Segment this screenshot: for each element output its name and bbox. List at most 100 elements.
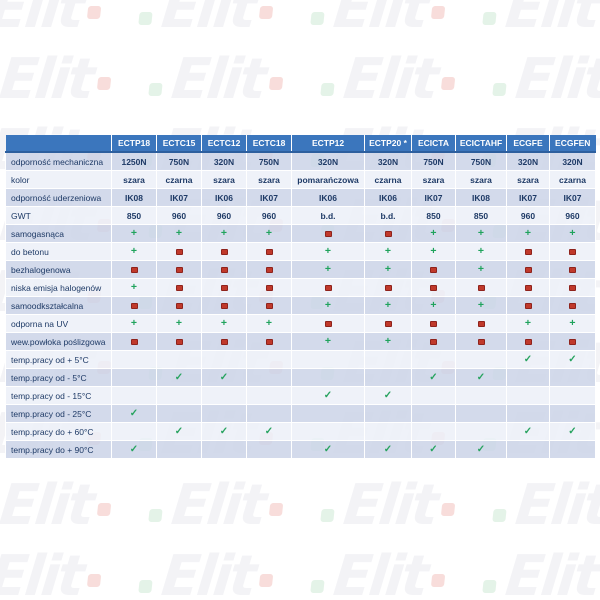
elit-logo-watermark: Elit [0,544,105,600]
value-cell: + [156,224,202,243]
plus-icon: + [430,299,437,312]
plus-icon: + [324,245,332,258]
row-label: odporność mechaniczna [5,151,112,171]
elit-logo-watermark: Elit [491,473,600,538]
watermark-text: Elit [0,0,85,41]
plus-icon: + [175,227,183,240]
plus-icon: + [524,317,532,330]
table-row: bezhalogenowa + + + [5,260,596,279]
value-cell [506,368,550,387]
value-cell: + [455,296,507,315]
value-cell [549,260,596,279]
value-cell [291,422,365,441]
value-cell [246,440,292,459]
green-dot-icon [138,580,153,593]
row-label: GWT [5,206,112,225]
minus-icon [175,249,183,256]
table-row: wew.powłoka poślizgowa + + [5,332,596,351]
value-cell: ✓ [201,368,247,387]
value-cell: ✓ [201,422,247,441]
elit-logo-watermark: Elit [0,47,115,112]
elit-logo-watermark: Elit [319,473,459,538]
minus-icon [220,339,228,346]
value-cell: 320N [364,151,412,171]
check-icon: ✓ [523,354,533,365]
table-header: ECTP18 ECTC15 ECTC12 ECTC18 ECTP12 ECTP20 * EC… [5,135,596,153]
value-cell [111,260,157,279]
value-cell: szara [111,170,157,189]
value-cell [156,242,202,261]
value-cell [549,368,596,387]
value-cell: + [364,332,412,351]
value-cell [291,368,365,387]
table-row: temp.pracy od - 25°C ✓ [5,404,596,423]
comparison-table: ECTP18 ECTC15 ECTC12 ECTC18 ECTP12 ECTP20 * EC… [5,135,596,459]
red-dot-icon [441,503,456,516]
value-cell: czarna [549,170,596,189]
value-cell: + [506,224,550,243]
plus-icon: + [130,227,138,240]
value-cell: + [364,260,412,279]
value-cell: czarna [156,170,202,189]
value-cell [201,260,247,279]
value-cell [411,278,456,297]
value-cell [156,260,202,279]
column-header: ECTC15 [156,135,202,153]
minus-icon [220,303,228,310]
value-cell [156,386,202,405]
minus-icon [265,303,273,310]
value-cell [455,332,507,351]
value-cell [506,278,550,297]
table-row: temp.pracy od - 5°C ✓ ✓ ✓ ✓ [5,368,596,387]
value-cell: + [291,296,365,315]
green-dot-icon [138,12,153,25]
value-cell: ✓ [549,422,596,441]
green-dot-icon [310,580,325,593]
value-cell: IK06 [291,188,365,207]
value-cell [156,404,202,423]
value-cell: ✓ [156,368,202,387]
minus-icon [477,285,485,292]
row-label: temp.pracy do + 90°C [5,440,112,459]
check-icon: ✓ [129,408,139,419]
minus-icon [477,339,485,346]
row-label: temp.pracy do + 60°C [5,422,112,441]
value-cell [506,242,550,261]
plus-icon: + [384,263,392,276]
value-cell [411,350,456,369]
value-cell: + [411,296,456,315]
minus-icon [384,321,392,328]
value-cell: + [291,332,365,351]
red-dot-icon [87,6,102,19]
minus-icon [324,231,332,238]
minus-icon [430,321,437,328]
value-cell: czarna [364,170,412,189]
value-cell: szara [201,170,247,189]
value-cell [506,386,550,405]
value-cell: + [111,242,157,261]
minus-icon [130,267,138,274]
value-cell: + [201,224,247,243]
minus-icon [175,303,183,310]
value-cell: 850 [111,206,157,225]
watermark-text: Elit [340,473,439,538]
minus-icon [175,339,183,346]
table-row: do betonu + + + + + [5,242,596,261]
value-cell [111,386,157,405]
table-row: samoodkształcalna + + + + [5,296,596,315]
green-dot-icon [482,12,497,25]
value-cell [455,350,507,369]
value-cell: ✓ [455,368,507,387]
green-dot-icon [492,83,507,96]
plus-icon: + [384,335,392,348]
value-cell: ✓ [506,422,550,441]
elit-logo-watermark: Elit [491,47,600,112]
value-cell: 320N [291,151,365,171]
value-cell: + [291,260,365,279]
minus-icon [569,285,576,292]
minus-icon [524,303,532,310]
green-dot-icon [320,83,335,96]
check-icon: ✓ [476,444,486,455]
table-row: temp.pracy od - 15°C ✓ ✓ [5,386,596,405]
value-cell: ✓ [364,440,412,459]
